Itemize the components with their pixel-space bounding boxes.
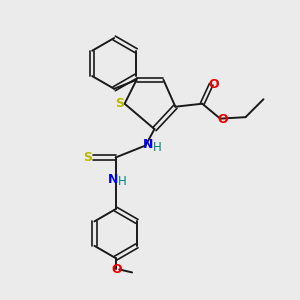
Text: S: S xyxy=(115,97,124,110)
Text: S: S xyxy=(83,151,92,164)
Text: N: N xyxy=(143,138,153,152)
Text: O: O xyxy=(208,78,219,91)
Text: N: N xyxy=(107,173,118,186)
Text: H: H xyxy=(118,175,127,188)
Text: O: O xyxy=(111,263,122,276)
Text: O: O xyxy=(217,113,228,126)
Text: H: H xyxy=(152,140,161,154)
